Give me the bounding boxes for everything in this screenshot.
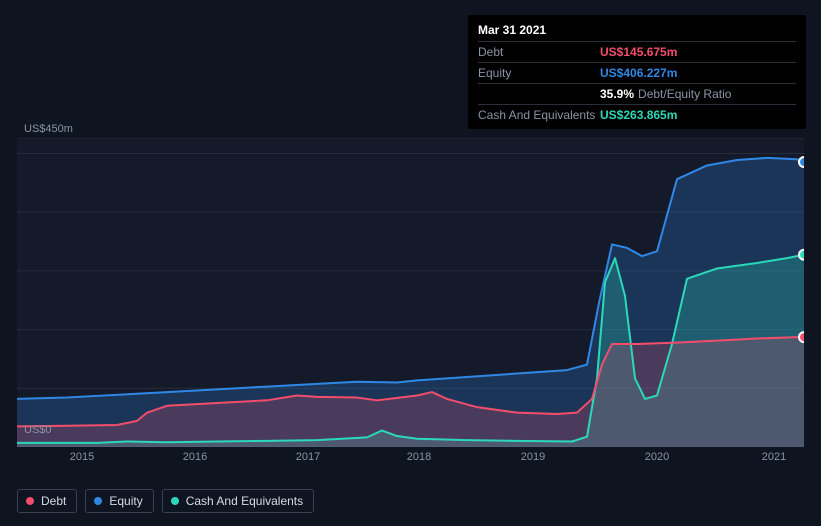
legend-label: Equity <box>109 494 142 508</box>
y-axis-label-max: US$450m <box>24 123 73 135</box>
legend-item-cash[interactable]: Cash And Equivalents <box>162 489 314 513</box>
legend-item-debt[interactable]: Debt <box>17 489 77 513</box>
x-axis-label: 2017 <box>296 451 320 463</box>
tooltip-label: Debt <box>478 44 600 60</box>
y-axis-label-min: US$0 <box>24 424 52 436</box>
x-axis-label: 2019 <box>521 451 545 463</box>
chart-tooltip: Mar 31 2021 Debt US$145.675m Equity US$4… <box>468 15 806 129</box>
tooltip-value: US$145.675m <box>600 44 677 60</box>
x-axis-label: 2016 <box>183 451 207 463</box>
tooltip-ratio-pct: 35.9% <box>600 86 634 102</box>
area-chart[interactable] <box>17 138 804 447</box>
legend-item-equity[interactable]: Equity <box>85 489 153 513</box>
tooltip-value: US$406.227m <box>600 65 677 81</box>
tooltip-label: Equity <box>478 65 600 81</box>
chart-legend: Debt Equity Cash And Equivalents <box>17 489 314 513</box>
tooltip-row-ratio: 35.9% Debt/Equity Ratio <box>478 83 796 104</box>
chart-container: Mar 31 2021 Debt US$145.675m Equity US$4… <box>0 0 821 526</box>
tooltip-row-debt: Debt US$145.675m <box>478 41 796 62</box>
x-axis-label: 2020 <box>645 451 669 463</box>
tooltip-ratio-label: Debt/Equity Ratio <box>638 86 731 102</box>
tooltip-label: Cash And Equivalents <box>478 107 600 123</box>
legend-label: Cash And Equivalents <box>186 494 303 508</box>
x-axis-label: 2018 <box>407 451 431 463</box>
tooltip-date: Mar 31 2021 <box>478 21 796 41</box>
tooltip-row-equity: Equity US$406.227m <box>478 62 796 83</box>
x-axis-label: 2015 <box>70 451 94 463</box>
tooltip-label <box>478 86 600 102</box>
x-axis-label: 2021 <box>762 451 786 463</box>
legend-dot-icon <box>26 497 34 505</box>
legend-dot-icon <box>171 497 179 505</box>
legend-label: Debt <box>41 494 66 508</box>
tooltip-value: US$263.865m <box>600 107 677 123</box>
legend-dot-icon <box>94 497 102 505</box>
tooltip-row-cash: Cash And Equivalents US$263.865m <box>478 104 796 125</box>
